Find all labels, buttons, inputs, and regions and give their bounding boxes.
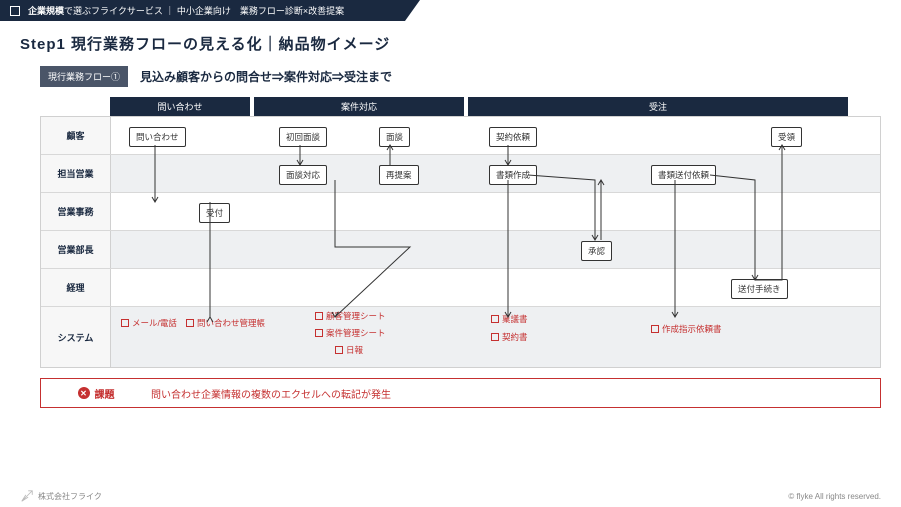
issue-text: 問い合わせ企業情報の複数のエクセルへの転記が発生: [151, 386, 880, 401]
lane-label: 営業部長: [41, 231, 111, 268]
system-node: 日報: [335, 344, 363, 356]
top-bar-icon: [10, 6, 20, 16]
system-node: 問い合わせ管理帳: [186, 317, 265, 329]
lane-body: 送付手続き: [111, 269, 880, 306]
flow-node: 再提案: [379, 165, 419, 185]
lane-1: 担当営業 面談対応 再提案 書類作成 書類送付依頼: [41, 155, 880, 193]
doc-icon: [491, 315, 499, 323]
system-node: 稟議書: [491, 313, 528, 325]
system-node: 契約書: [491, 331, 528, 343]
phase-1: 案件対応: [254, 97, 464, 116]
monitor-icon: [335, 346, 343, 354]
doc-icon: [315, 312, 323, 320]
top-bar: 企業規模で選ぶフライクサービス ｜ 中小企業向け 業務フロー診断×改善提案: [0, 0, 420, 21]
flow-node: 契約依頼: [489, 127, 537, 147]
flow-node: 送付手続き: [731, 279, 788, 299]
flow-node: 初回面談: [279, 127, 327, 147]
lane-5: システムメール/電話問い合わせ管理帳 顧客管理シート案件管理シート日報 稟議書契約書…: [41, 307, 880, 367]
lane-4: 経理 送付手続き: [41, 269, 880, 307]
phase-2: 受注: [468, 97, 848, 116]
lane-label: 経理: [41, 269, 111, 306]
lane-label: 担当営業: [41, 155, 111, 192]
lane-2: 営業事務 受付: [41, 193, 880, 231]
issue-box: ✕ 課題 問い合わせ企業情報の複数のエクセルへの転記が発生: [40, 378, 881, 408]
swimlane-chart: 問い合わせ案件対応受注 顧客問い合わせ初回面談面談契約依頼受領担当営業面談対応再…: [40, 97, 881, 368]
system-node: 作成指示依頼書: [651, 323, 722, 335]
footer-logo: 株式会社フライク: [20, 489, 102, 503]
top-bar-text: 企業規模で選ぶフライクサービス ｜ 中小企業向け 業務フロー診断×改善提案: [28, 4, 344, 17]
flow-node: 面談対応: [279, 165, 327, 185]
flow-node: 面談: [379, 127, 410, 147]
page-title: Step1 現行業務フローの見える化｜納品物イメージ: [0, 21, 901, 62]
doc-icon: [651, 325, 659, 333]
lane-body: 受付: [111, 193, 880, 230]
issue-icon: ✕: [78, 387, 90, 399]
doc-icon: [186, 319, 194, 327]
footer-copyright: © flyke All rights reserved.: [788, 492, 881, 501]
phase-0: 問い合わせ: [110, 97, 250, 116]
mail-icon: [121, 319, 129, 327]
lane-0: 顧客問い合わせ 初回面談 面談 契約依頼 受領: [41, 117, 880, 155]
phase-header: 問い合わせ案件対応受注: [110, 97, 881, 116]
lane-label: システム: [41, 307, 111, 367]
subtitle-text: 見込み顧客からの問合せ⇒案件対応⇒受注まで: [140, 68, 392, 85]
system-node: 案件管理シート: [315, 327, 386, 339]
lane-body: メール/電話問い合わせ管理帳 顧客管理シート案件管理シート日報 稟議書契約書 作成指示…: [111, 307, 880, 367]
lane-label: 営業事務: [41, 193, 111, 230]
issue-label: ✕ 課題: [41, 379, 151, 407]
flow-node: 受付: [199, 203, 230, 223]
subtitle-row: 現行業務フロー① 見込み顧客からの問合せ⇒案件対応⇒受注まで: [0, 62, 901, 97]
system-node: メール/電話: [121, 317, 177, 329]
subtitle-badge: 現行業務フロー①: [40, 66, 128, 87]
doc-icon: [491, 333, 499, 341]
flow-node: 承認: [581, 241, 612, 261]
flow-node: 書類作成: [489, 165, 537, 185]
lane-body: 問い合わせ 初回面談 面談 契約依頼 受領: [111, 117, 880, 154]
lane-body: 面談対応 再提案 書類作成 書類送付依頼: [111, 155, 880, 192]
flow-node: 書類送付依頼: [651, 165, 716, 185]
system-node: 顧客管理シート: [315, 310, 386, 322]
flow-node: 受領: [771, 127, 802, 147]
flow-node: 問い合わせ: [129, 127, 186, 147]
lane-3: 営業部長 承認: [41, 231, 880, 269]
lane-label: 顧客: [41, 117, 111, 154]
doc-icon: [315, 329, 323, 337]
swimlanes: 顧客問い合わせ 初回面談 面談 契約依頼 受領担当営業 面談対応 再提案 書類作成 書類送付依頼…: [40, 116, 881, 368]
footer: 株式会社フライク © flyke All rights reserved.: [20, 489, 881, 503]
lane-body: 承認: [111, 231, 880, 268]
